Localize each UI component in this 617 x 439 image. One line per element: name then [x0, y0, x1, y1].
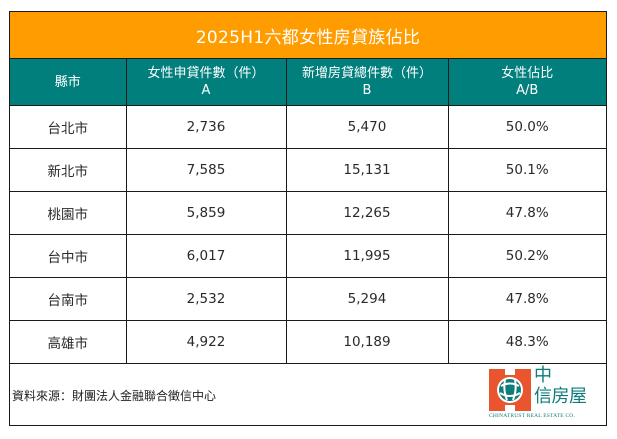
cell-female-applications: 5,859 — [125, 191, 287, 235]
cell-total-mortgages: 12,265 — [285, 191, 449, 235]
cell-female-ratio: 50.1% — [447, 148, 606, 192]
cell-city: 高雄市 — [10, 320, 127, 364]
infographic-table-frame: 2025H1六都女性房貸族佔比 縣市 女性申貸件數（件） A 新增房貸總件數（件… — [9, 11, 607, 426]
cell-female-applications: 4,922 — [125, 320, 287, 364]
cell-female-ratio: 47.8% — [447, 277, 606, 321]
header-female-ratio: 女性佔比 A/B — [447, 59, 606, 106]
cell-city: 新北市 — [10, 148, 127, 192]
cell-female-applications: 7,585 — [125, 148, 287, 192]
cell-female-ratio: 50.0% — [447, 105, 606, 149]
logo-text-cn-bottom: 信房屋 — [534, 386, 587, 407]
table-row: 台南市 2,532 5,294 47.8% — [10, 277, 606, 321]
data-source-note: 資料來源：財團法人金融聯合徵信中心 — [12, 389, 217, 403]
cell-total-mortgages: 5,470 — [285, 105, 449, 149]
cell-female-ratio: 47.8% — [447, 191, 606, 235]
cell-female-ratio: 50.2% — [447, 234, 606, 278]
logo-text-cn-top: 中 — [534, 365, 552, 386]
table-row: 高雄市 4,922 10,189 48.3% — [10, 320, 606, 364]
cell-total-mortgages: 5,294 — [285, 277, 449, 321]
cell-female-ratio: 48.3% — [447, 320, 606, 364]
table-row: 台中市 6,017 11,995 50.2% — [10, 234, 606, 278]
header-total-new-mortgages: 新增房貸總件數（件） B — [285, 59, 449, 106]
table-row: 新北市 7,585 15,131 50.1% — [10, 148, 606, 192]
data-table: 縣市 女性申貸件數（件） A 新增房貸總件數（件） B 女性佔比 A/B 台北市… — [10, 59, 606, 364]
cell-city: 台南市 — [10, 277, 127, 321]
cell-total-mortgages: 11,995 — [285, 234, 449, 278]
table-title: 2025H1六都女性房貸族佔比 — [10, 12, 606, 59]
header-female-applications: 女性申貸件數（件） A — [125, 59, 287, 106]
company-logo: 中 信房屋 CHINATRUST REAL ESTATE CO. — [489, 365, 605, 421]
cell-total-mortgages: 10,189 — [285, 320, 449, 364]
table-row: 桃園市 5,859 12,265 47.8% — [10, 191, 606, 235]
cell-female-applications: 6,017 — [125, 234, 287, 278]
header-city: 縣市 — [10, 59, 127, 106]
cell-female-applications: 2,736 — [125, 105, 287, 149]
table-row: 台北市 2,736 5,470 50.0% — [10, 105, 606, 149]
header-row: 縣市 女性申貸件數（件） A 新增房貸總件數（件） B 女性佔比 A/B — [10, 59, 606, 106]
footer: 資料來源：財團法人金融聯合徵信中心 中 信房屋 CHINATRUST REAL … — [10, 365, 606, 425]
logo-text-en: CHINATRUST REAL ESTATE CO. — [489, 413, 576, 419]
cell-city: 台中市 — [10, 234, 127, 278]
cell-city: 桃園市 — [10, 191, 127, 235]
cell-city: 台北市 — [10, 105, 127, 149]
cell-total-mortgages: 15,131 — [285, 148, 449, 192]
chinatrust-globe-logo-icon — [489, 369, 531, 411]
cell-female-applications: 2,532 — [125, 277, 287, 321]
